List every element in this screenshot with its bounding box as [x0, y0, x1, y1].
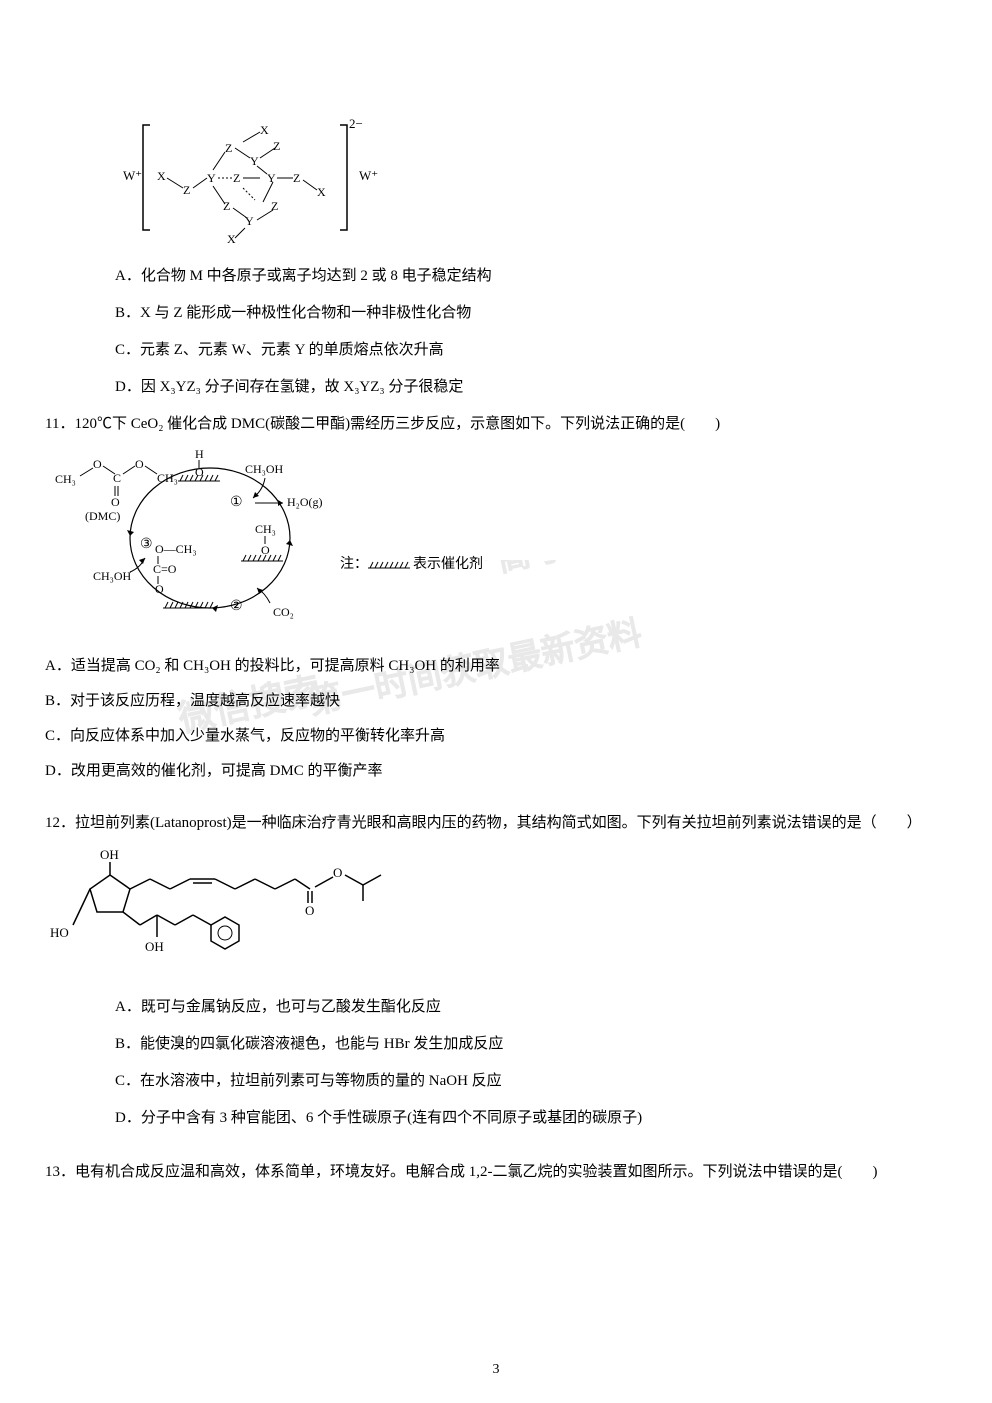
svg-text:Z: Z: [223, 199, 230, 213]
svg-text:Z: Z: [233, 171, 240, 185]
q12-option-a: A．既可与金属钠反应，也可与乙酸发生酯化反应: [115, 994, 947, 1021]
q10-option-c: C．元素 Z、元素 W、元素 Y 的单质熔点依次升高: [115, 337, 947, 364]
svg-text:CH₃: CH₃: [255, 522, 276, 536]
svg-text:Y: Y: [245, 214, 254, 228]
svg-text:CH₃OH: CH₃OH: [245, 462, 284, 476]
svg-text:CH₃: CH₃: [55, 472, 76, 486]
svg-text:C: C: [113, 471, 121, 485]
q13-stem: 13．电有机合成反应温和高效，体系简单，环境友好。电解合成 1,2-二氯乙烷的实…: [45, 1159, 947, 1186]
svg-text:Z: Z: [271, 199, 278, 213]
svg-text:③: ③: [140, 537, 153, 552]
charge-label: 2−: [349, 116, 363, 131]
q11-reaction-diagram: CH₃ O C O O CH₃ (DMC) H O CH₃OH: [45, 448, 947, 638]
svg-text:表示催化剂: 表示催化剂: [413, 556, 483, 572]
svg-text:OH: OH: [100, 847, 119, 862]
svg-text:H₂O(g): H₂O(g): [287, 495, 323, 509]
svg-text:X: X: [227, 232, 236, 245]
svg-text:X: X: [157, 169, 166, 183]
q10-option-a: A．化合物 M 中各原子或离子均达到 2 或 8 电子稳定结构: [115, 263, 947, 290]
svg-text:X: X: [317, 185, 326, 199]
ion-structure-svg: W⁺ W⁺ 2− X Z Y Z Y X Z Z: [115, 110, 395, 245]
q12-option-d: D．分子中含有 3 种官能团、6 个手性碳原子(连有四个不同原子或基团的碳原子): [115, 1105, 947, 1132]
svg-text:C=O: C=O: [153, 562, 177, 576]
q10-diagram: W⁺ W⁺ 2− X Z Y Z Y X Z Z: [115, 110, 947, 245]
svg-text:①: ①: [230, 495, 243, 510]
svg-text:H: H: [195, 448, 204, 461]
svg-text:O: O: [333, 865, 342, 880]
q12-stem: 12．拉坦前列素(Latanoprost)是一种临床治疗青光眼和高眼内压的药物，…: [45, 810, 947, 837]
q11-option-b: B．对于该反应历程，温度越高反应速率越快: [45, 688, 947, 715]
q12-option-c: C．在水溶液中，拉坦前列素可与等物质的量的 NaOH 反应: [115, 1068, 947, 1095]
svg-text:Y: Y: [207, 171, 216, 185]
svg-text:Z: Z: [293, 171, 300, 185]
q10-option-d: D．因 X₃YZ₃ 分子间存在氢键，故 X₃YZ₃ 分子很稳定: [115, 374, 947, 401]
svg-text:CO₂: CO₂: [273, 605, 294, 619]
svg-text:X: X: [260, 123, 269, 137]
q11-option-d: D．改用更高效的催化剂，可提高 DMC 的平衡产率: [45, 758, 947, 785]
svg-text:O: O: [155, 582, 164, 596]
svg-text:HO: HO: [50, 925, 69, 940]
q10-option-b: B．X 与 Z 能形成一种极性化合物和一种非极性化合物: [115, 300, 947, 327]
svg-text:CH₃: CH₃: [157, 471, 178, 485]
q11-option-c: C．向反应体系中加入少量水蒸气，反应物的平衡转化率升高: [45, 723, 947, 750]
svg-text:CH₃OH: CH₃OH: [93, 569, 132, 583]
w-plus-right: W⁺: [359, 168, 378, 183]
svg-text:O: O: [305, 903, 314, 918]
svg-text:Z: Z: [225, 141, 232, 155]
svg-text:O—CH₃: O—CH₃: [155, 542, 197, 556]
svg-text:O: O: [93, 457, 102, 471]
q11-stem: 11．120℃下 CeO₂ 催化合成 DMC(碳酸二甲酯)需经历三步反应，示意图…: [45, 411, 947, 438]
svg-text:Z: Z: [273, 139, 280, 153]
w-plus-left: W⁺: [123, 168, 142, 183]
svg-text:Z: Z: [183, 183, 190, 197]
q12-option-b: B．能使溴的四氯化碳溶液褪色，也能与 HBr 发生加成反应: [115, 1031, 947, 1058]
svg-text:②: ②: [230, 599, 243, 614]
q12-structure: OH HO OH: [45, 847, 947, 982]
svg-text:注：: 注：: [340, 556, 368, 572]
q11-option-a: A．适当提高 CO₂ 和 CH₃OH 的投料比，可提高原料 CH₃OH 的利用率: [45, 653, 947, 680]
page-number: 3: [493, 1362, 500, 1378]
svg-text:O: O: [195, 465, 204, 479]
svg-text:(DMC): (DMC): [85, 509, 120, 523]
svg-text:O: O: [111, 495, 120, 509]
svg-text:Y: Y: [267, 171, 276, 185]
svg-text:OH: OH: [145, 939, 164, 954]
svg-text:O: O: [135, 457, 144, 471]
